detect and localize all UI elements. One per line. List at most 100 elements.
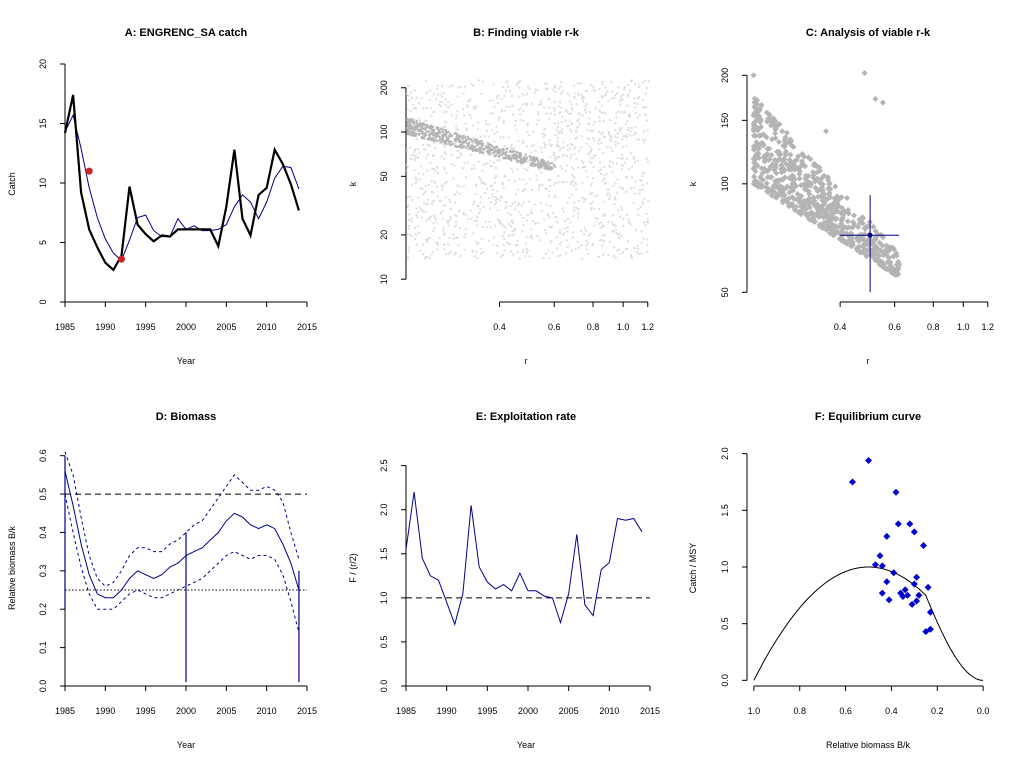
viable-rk-point xyxy=(549,166,552,169)
prior-cloud-point xyxy=(613,203,616,206)
prior-cloud-point xyxy=(623,110,626,113)
prior-cloud-point xyxy=(429,98,431,101)
viable-rk-point xyxy=(445,133,448,136)
viable-rk-point xyxy=(552,164,556,167)
panel-d-plot xyxy=(64,451,307,683)
viable-rk-point xyxy=(870,223,877,230)
viable-rk-point xyxy=(541,158,544,161)
viable-rk-point xyxy=(541,161,544,164)
viable-rk-point xyxy=(445,130,448,133)
prior-cloud-point xyxy=(592,123,595,126)
viable-rk-point xyxy=(436,139,439,143)
panel-b-plot xyxy=(406,79,650,260)
viable-rk-point xyxy=(752,123,758,129)
prior-cloud-point xyxy=(483,135,486,138)
viable-rk-point xyxy=(855,224,862,230)
prior-cloud-point xyxy=(614,122,617,125)
prior-cloud-point xyxy=(418,117,421,120)
prior-cloud-point xyxy=(571,174,574,176)
viable-rk-point xyxy=(531,158,534,161)
viable-rk-point xyxy=(481,152,484,155)
prior-cloud-point xyxy=(540,171,543,174)
x-tick-label: 2005 xyxy=(559,706,579,716)
prior-cloud-point xyxy=(473,107,476,110)
prior-cloud-point xyxy=(422,210,425,213)
viable-rk-point xyxy=(450,134,453,137)
prior-cloud-point xyxy=(610,80,613,83)
prior-cloud-point xyxy=(640,230,643,233)
prior-cloud-point xyxy=(518,257,521,260)
prior-cloud-point xyxy=(582,100,585,103)
prior-cloud-point xyxy=(587,122,590,125)
prior-cloud-point xyxy=(614,94,617,97)
prior-cloud-point xyxy=(481,80,484,83)
prior-cloud-point xyxy=(521,190,524,193)
viable-rk-point xyxy=(844,195,850,201)
prior-cloud-point xyxy=(434,170,437,173)
viable-rk-point xyxy=(533,159,536,163)
prior-cloud-point xyxy=(531,220,534,222)
viable-rk-point xyxy=(428,137,431,140)
prior-cloud-point xyxy=(541,184,544,187)
prior-cloud-point xyxy=(496,97,499,100)
prior-cloud-point xyxy=(483,182,485,185)
prior-cloud-point xyxy=(522,201,525,204)
prior-cloud-point xyxy=(415,178,418,180)
prior-cloud-point xyxy=(601,80,604,83)
x-tick-label: 1990 xyxy=(95,706,115,716)
catch-marker-point xyxy=(117,255,125,263)
viable-rk-point xyxy=(798,193,805,199)
prior-cloud-point xyxy=(414,182,417,185)
x-tick-label: 2000 xyxy=(518,706,538,716)
viable-rk-point xyxy=(802,163,809,170)
prior-cloud-point xyxy=(447,106,450,109)
prior-cloud-point xyxy=(521,251,524,254)
prior-cloud-point xyxy=(407,204,410,207)
prior-cloud-point xyxy=(548,97,551,100)
prior-cloud-point xyxy=(544,188,547,191)
catch-msy-point xyxy=(924,583,932,591)
prior-cloud-point xyxy=(487,239,490,242)
viable-rk-point xyxy=(848,242,855,249)
prior-cloud-point xyxy=(436,243,439,246)
catch-msy-point xyxy=(926,625,934,633)
prior-cloud-point xyxy=(503,95,506,98)
prior-cloud-point xyxy=(553,101,556,104)
viable-rk-point xyxy=(772,164,779,171)
prior-cloud-point xyxy=(541,167,544,170)
viable-rk-point xyxy=(469,146,472,149)
prior-cloud-point xyxy=(417,148,419,150)
prior-cloud-point xyxy=(430,191,433,194)
prior-cloud-point xyxy=(608,240,611,243)
prior-cloud-point xyxy=(646,221,649,224)
prior-cloud-point xyxy=(430,114,433,117)
prior-cloud-point xyxy=(427,217,430,220)
prior-cloud-point xyxy=(517,139,520,142)
prior-cloud-point xyxy=(577,82,579,85)
prior-cloud-point xyxy=(511,104,514,107)
viable-rk-point xyxy=(805,179,811,186)
viable-rk-point xyxy=(439,141,442,144)
prior-cloud-point xyxy=(439,100,442,103)
prior-cloud-point xyxy=(492,243,495,246)
prior-cloud-point xyxy=(605,91,608,94)
prior-cloud-point xyxy=(583,166,586,169)
prior-cloud-point xyxy=(537,113,540,116)
prior-cloud-point xyxy=(432,199,435,202)
prior-cloud-point xyxy=(522,103,525,106)
prior-cloud-point xyxy=(479,208,482,211)
viable-rk-point xyxy=(413,128,416,132)
viable-rk-point xyxy=(794,196,801,203)
prior-cloud-point xyxy=(453,164,456,167)
viable-rk-point xyxy=(872,236,879,243)
prior-cloud-point xyxy=(480,93,483,95)
viable-rk-point xyxy=(750,127,757,134)
prior-cloud-point xyxy=(645,212,648,215)
prior-cloud-point xyxy=(552,88,555,91)
prior-cloud-point xyxy=(414,156,417,159)
viable-rk-point xyxy=(762,157,769,163)
y-tick-label: 0.0 xyxy=(720,674,730,687)
prior-cloud-point xyxy=(615,162,618,165)
viable-rk-point xyxy=(808,209,815,216)
prior-cloud-point xyxy=(455,125,458,128)
